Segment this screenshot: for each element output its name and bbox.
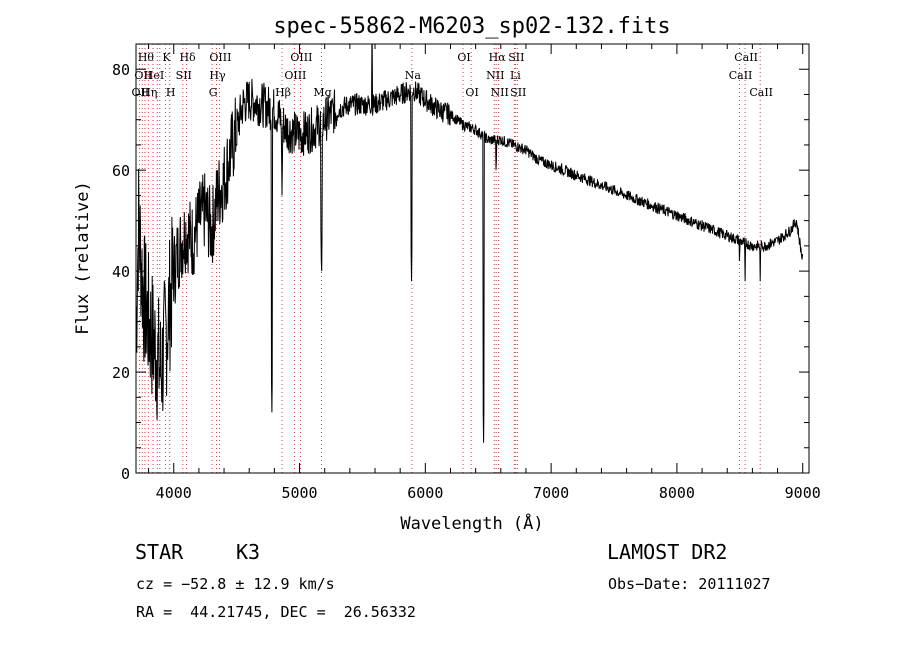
line-label-22: Hα — [489, 51, 507, 64]
line-label-27: CaII — [729, 69, 753, 82]
line-label-14: Hβ — [275, 86, 291, 99]
class-label: STAR — [135, 540, 184, 564]
x-tick-label: 8000 — [659, 484, 695, 502]
y-tick-label: 60 — [112, 162, 130, 180]
line-label-24: Li — [510, 69, 521, 82]
line-label-26: SII — [510, 86, 526, 99]
line-label-12: Hγ — [209, 69, 226, 82]
line-label-25: SII — [508, 51, 524, 64]
x-axis-label: Wavelength (Å) — [400, 512, 543, 534]
line-label-4: HeI — [144, 69, 164, 82]
line-label-15: OIII — [284, 69, 306, 82]
x-axis-ticks: 4000 5000 6000 7000 8000 9000 — [148, 44, 821, 502]
y-axis-ticks: 0 20 40 60 80 — [112, 43, 809, 483]
cz-value: cz = −52.8 ± 12.9 km/s — [136, 575, 335, 593]
line-label-21: NII — [486, 69, 504, 82]
survey-label: LAMOST DR2 — [607, 540, 728, 564]
coordinates: RA = 44.21745, DEC = 26.56332 — [136, 603, 416, 621]
plot-frame — [135, 43, 810, 474]
line-markers — [138, 44, 761, 473]
y-tick-label: 40 — [112, 263, 130, 281]
line-label-2: Hθ — [138, 51, 155, 64]
x-tick-label: 5000 — [281, 484, 317, 502]
x-tick-label: 6000 — [407, 484, 443, 502]
x-tick-label: 7000 — [533, 484, 569, 502]
line-label-0: OII — [132, 86, 150, 99]
line-label-19: OI — [457, 51, 470, 64]
line-label-23: NII — [491, 86, 509, 99]
line-label-17: Mg — [313, 86, 331, 99]
line-labels: OIIOIIHθHηHeIKHSIIHδGHγOIIIHβOIIIOIIIMgN… — [132, 51, 773, 99]
x-tick-label: 9000 — [785, 484, 821, 502]
x-tick-label: 4000 — [156, 484, 192, 502]
line-label-29: CaII — [749, 86, 773, 99]
spectrum-series — [135, 43, 803, 443]
line-label-11: G — [209, 86, 218, 99]
line-label-16: OIII — [290, 51, 312, 64]
spectrum-line — [135, 43, 803, 443]
line-label-10: Hδ — [179, 51, 196, 64]
line-label-8: H — [166, 86, 176, 99]
line-label-28: CaII — [734, 51, 758, 64]
line-label-7: K — [162, 51, 171, 64]
y-tick-label: 0 — [121, 465, 130, 483]
line-label-18: Na — [405, 69, 422, 82]
obs-date: Obs−Date: 20111027 — [608, 575, 771, 593]
y-tick-label: 20 — [112, 364, 130, 382]
line-label-13: OIII — [209, 51, 231, 64]
line-label-1: OII — [134, 69, 152, 82]
chart-title: spec-55862-M6203_sp02-132.fits — [273, 14, 670, 39]
line-label-3: Hη — [141, 86, 157, 99]
subclass-label: K3 — [236, 540, 261, 564]
line-label-9: SII — [176, 69, 192, 82]
line-label-20: OI — [465, 86, 478, 99]
y-tick-label: 80 — [112, 61, 130, 79]
y-axis-label: Flux (relative) — [73, 181, 93, 335]
